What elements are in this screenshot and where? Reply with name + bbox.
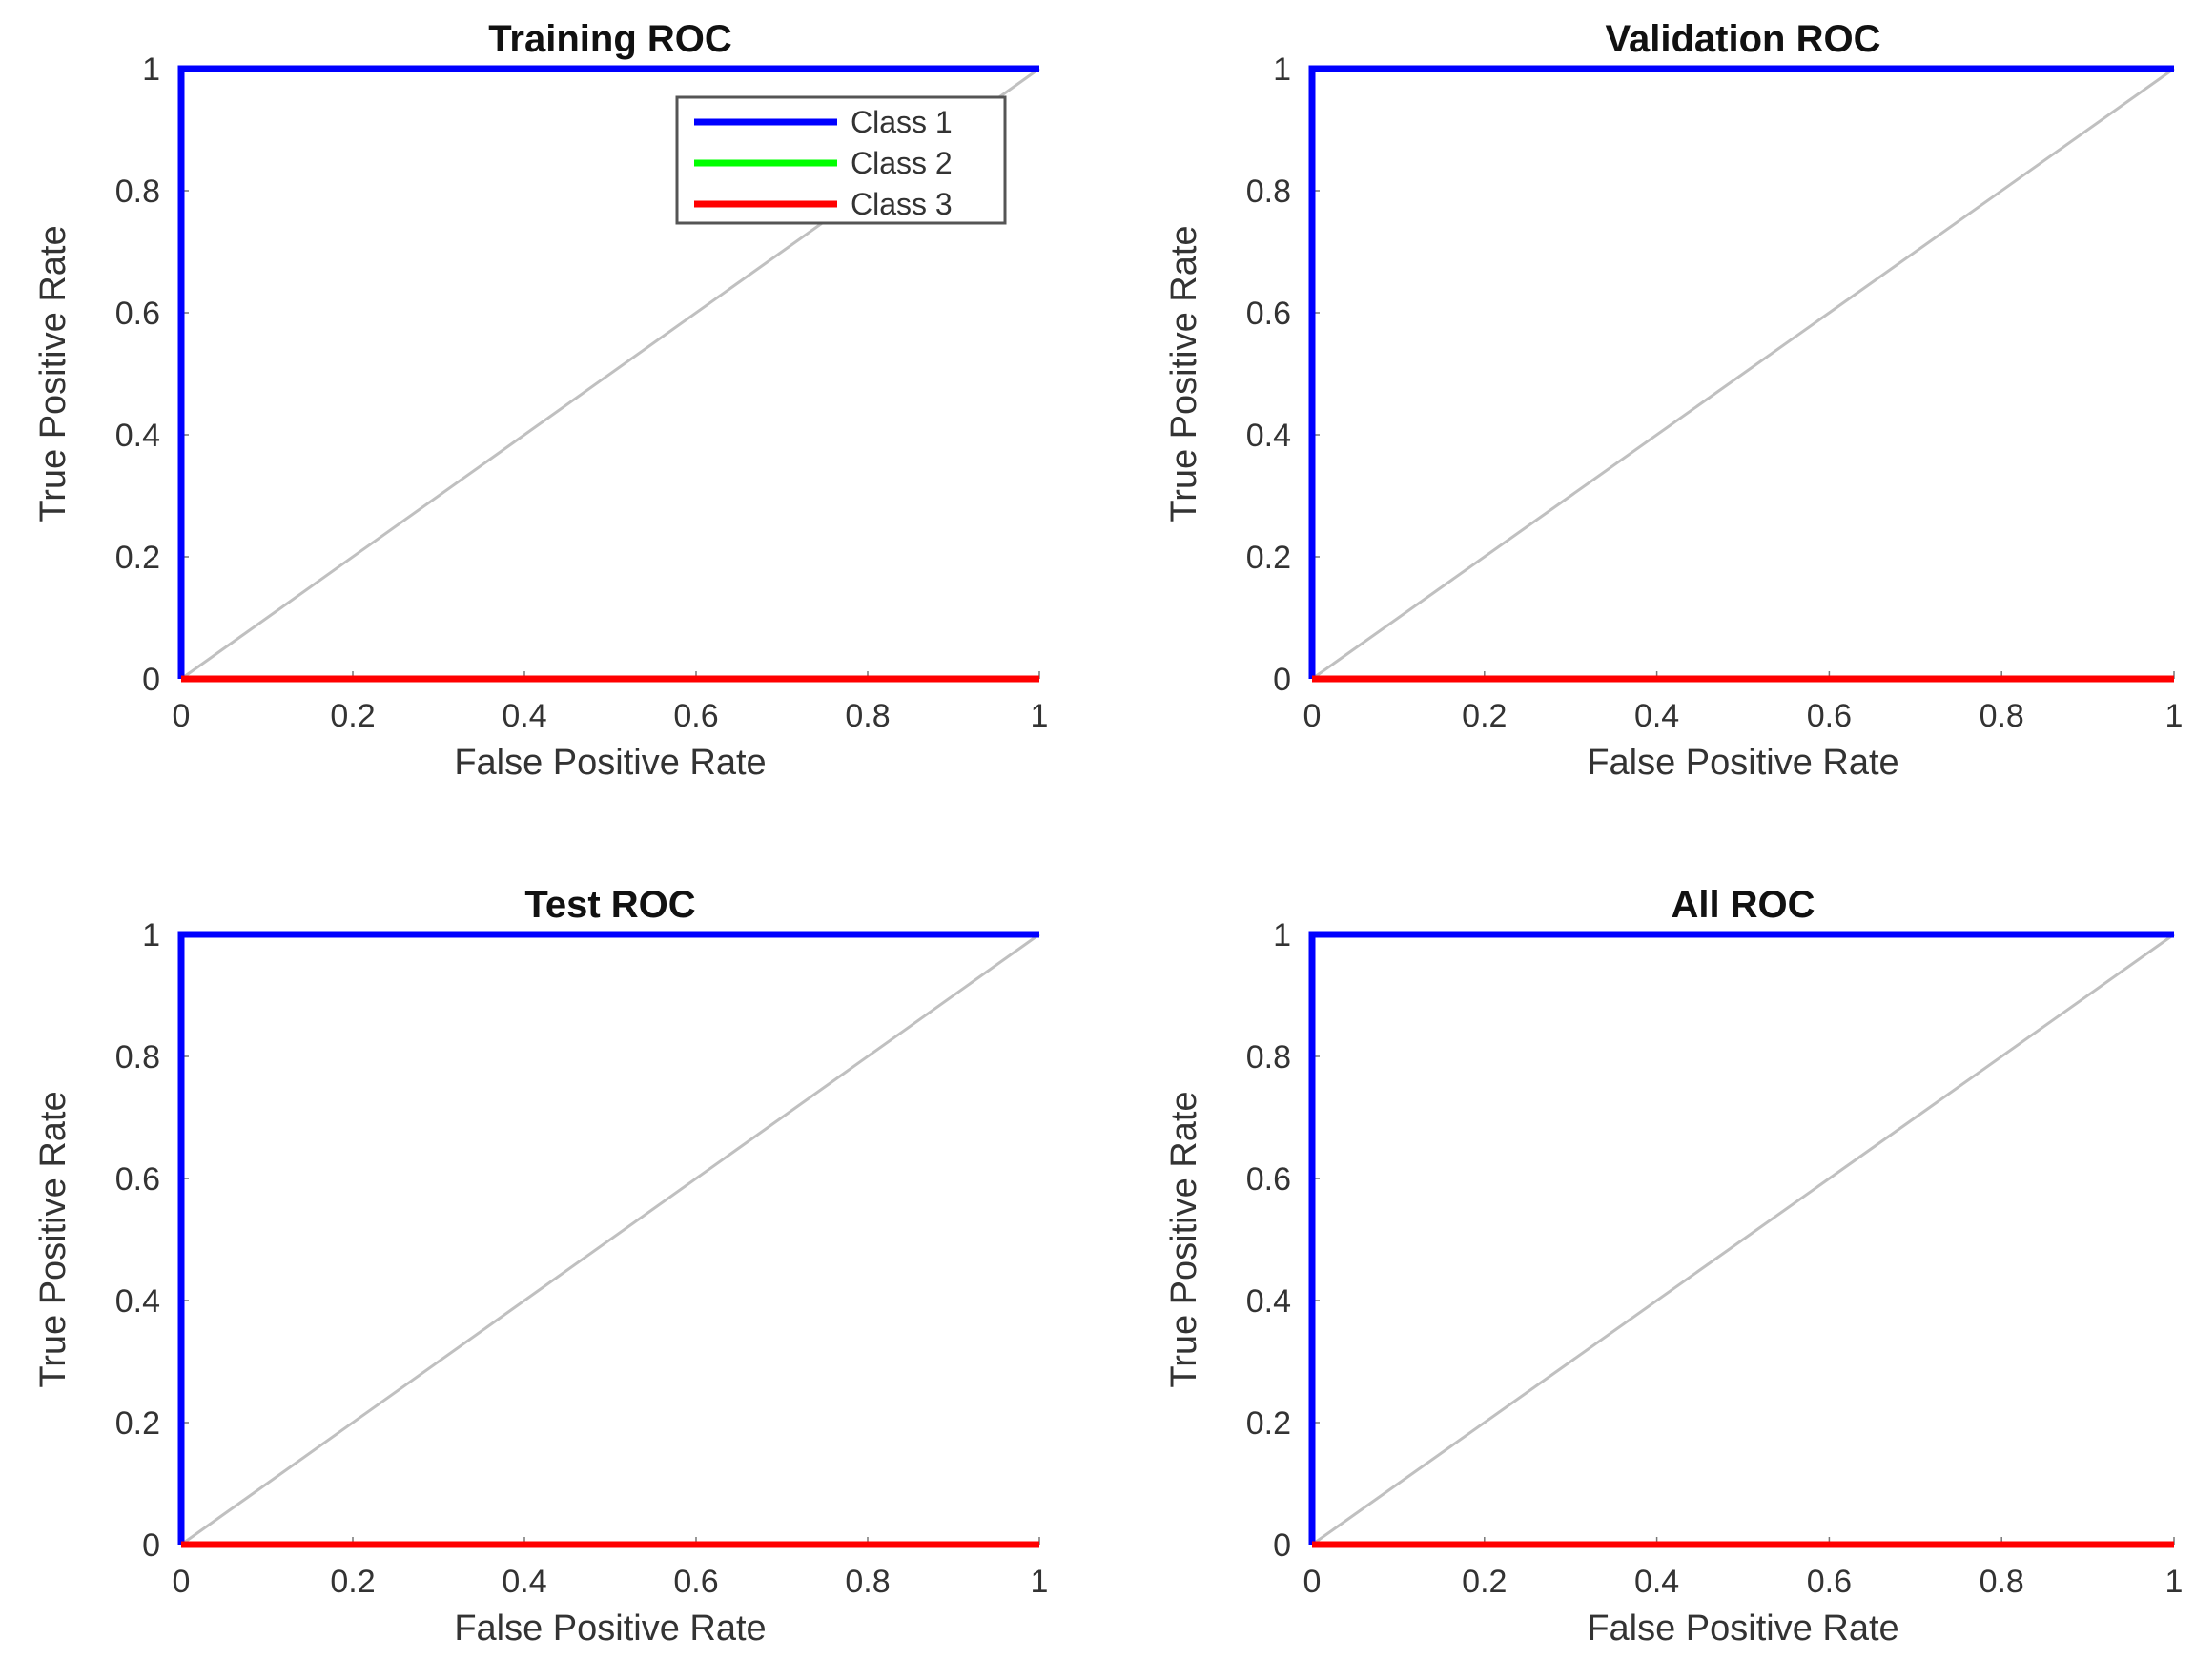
x-axis-label: False Positive Rate <box>454 1608 766 1649</box>
roc-panel-1: Training ROC 0 0.2 0.4 0.6 0.8 1 0 0.2 0.4 0.6 0.8 1… <box>33 18 1048 783</box>
x-axis-label: False Positive Rate <box>1587 743 1898 783</box>
x-tick-label: 1 <box>2165 698 2184 734</box>
legend-label: Class 1 <box>851 105 953 139</box>
roc-panel-3: Test ROC 0 0.2 0.4 0.6 0.8 1 0 0.2 0.4 0.6 0.8 1 Fals… <box>33 884 1048 1649</box>
x-tick-label: 0.2 <box>1462 698 1507 734</box>
x-tick-label: 0.4 <box>1634 698 1679 734</box>
legend-label: Class 2 <box>851 146 953 180</box>
roc-series-line-class-1 <box>177 931 1039 1545</box>
x-axis-label: False Positive Rate <box>1587 1608 1898 1649</box>
x-tick-label: 1 <box>2165 1564 2184 1600</box>
y-axis-label: True Positive Rate <box>33 1091 73 1387</box>
y-tick-label: 0 <box>1273 1527 1291 1564</box>
x-tick-label: 0.6 <box>673 698 718 734</box>
y-tick-label: 0 <box>142 1527 160 1564</box>
y-tick-label: 0.6 <box>1246 296 1291 332</box>
x-tick-label: 0.8 <box>1980 698 2024 734</box>
y-tick-label: 0.8 <box>115 174 160 210</box>
chart-title: Training ROC <box>488 18 732 60</box>
y-axis-label: True Positive Rate <box>1164 1091 1204 1387</box>
y-tick-label: 0.2 <box>1246 540 1291 576</box>
roc-series-line-class-1 <box>177 65 1039 679</box>
y-tick-label: 0.4 <box>1246 418 1291 454</box>
y-tick-label: 0.8 <box>1246 174 1291 210</box>
y-tick-label: 0.8 <box>1246 1039 1291 1076</box>
x-tick-label: 0.4 <box>1634 1564 1679 1600</box>
y-tick-label: 0 <box>1273 662 1291 698</box>
y-tick-label: 0.4 <box>1246 1283 1291 1320</box>
x-tick-label: 0.6 <box>1807 698 1852 734</box>
y-tick-label: 1 <box>142 51 160 88</box>
roc-series-line-class-1 <box>1308 65 2174 679</box>
x-tick-label: 0.8 <box>845 1564 890 1600</box>
y-tick-label: 0.4 <box>115 418 160 454</box>
x-tick-label: 0.4 <box>502 1564 546 1600</box>
y-tick-label: 0.2 <box>115 540 160 576</box>
x-axis-label: False Positive Rate <box>454 743 766 783</box>
roc-series-line-class-1 <box>1308 931 2174 1545</box>
x-tick-label: 0.6 <box>1807 1564 1852 1600</box>
x-tick-label: 0.4 <box>502 698 546 734</box>
x-tick-label: 0.8 <box>845 698 890 734</box>
x-tick-label: 1 <box>1031 1564 1049 1600</box>
chart-title: Test ROC <box>524 884 695 926</box>
y-axis-label: True Positive Rate <box>1164 225 1204 522</box>
chart-title: All ROC <box>1671 884 1815 926</box>
y-tick-label: 0 <box>142 662 160 698</box>
x-tick-label: 0 <box>1303 1564 1322 1600</box>
x-tick-label: 1 <box>1031 698 1049 734</box>
y-tick-label: 0.8 <box>115 1039 160 1076</box>
x-tick-label: 0.2 <box>1462 1564 1507 1600</box>
y-tick-label: 0.4 <box>115 1283 160 1320</box>
x-tick-label: 0.6 <box>673 1564 718 1600</box>
x-tick-label: 0 <box>173 1564 191 1600</box>
chart-title: Validation ROC <box>1606 18 1881 60</box>
chance-diagonal-line <box>1311 67 2175 681</box>
y-axis-label: True Positive Rate <box>33 225 73 522</box>
chance-diagonal-line <box>180 932 1040 1547</box>
y-tick-label: 0.2 <box>115 1405 160 1442</box>
chance-diagonal-line <box>1311 932 2175 1547</box>
roc-panel-4: All ROC 0 0.2 0.4 0.6 0.8 1 0 0.2 0.4 0.6 0.8 1 False… <box>1164 884 2183 1649</box>
y-tick-label: 0.2 <box>1246 1405 1291 1442</box>
y-tick-label: 0.6 <box>115 296 160 332</box>
x-tick-label: 0.2 <box>330 1564 375 1600</box>
y-tick-label: 1 <box>1273 51 1291 88</box>
x-tick-label: 0 <box>173 698 191 734</box>
x-tick-label: 0.2 <box>330 698 375 734</box>
legend: Class 1 Class 2 Class 3 <box>675 95 1007 225</box>
y-tick-label: 0.6 <box>115 1161 160 1198</box>
y-tick-label: 1 <box>142 917 160 953</box>
roc-panel-2: Validation ROC 0 0.2 0.4 0.6 0.8 1 0 0.2 0.4 0.6 0.… <box>1164 18 2183 783</box>
y-tick-label: 1 <box>1273 917 1291 953</box>
x-tick-label: 0 <box>1303 698 1322 734</box>
x-tick-label: 0.8 <box>1980 1564 2024 1600</box>
y-tick-label: 0.6 <box>1246 1161 1291 1198</box>
legend-label: Class 3 <box>851 187 953 221</box>
